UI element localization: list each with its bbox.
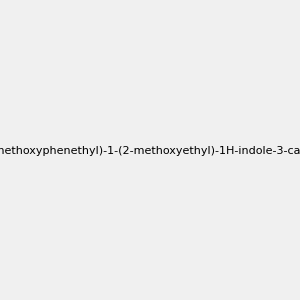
Text: N-(3,4-dimethoxyphenethyl)-1-(2-methoxyethyl)-1H-indole-3-carboxamide: N-(3,4-dimethoxyphenethyl)-1-(2-methoxye… <box>0 146 300 157</box>
